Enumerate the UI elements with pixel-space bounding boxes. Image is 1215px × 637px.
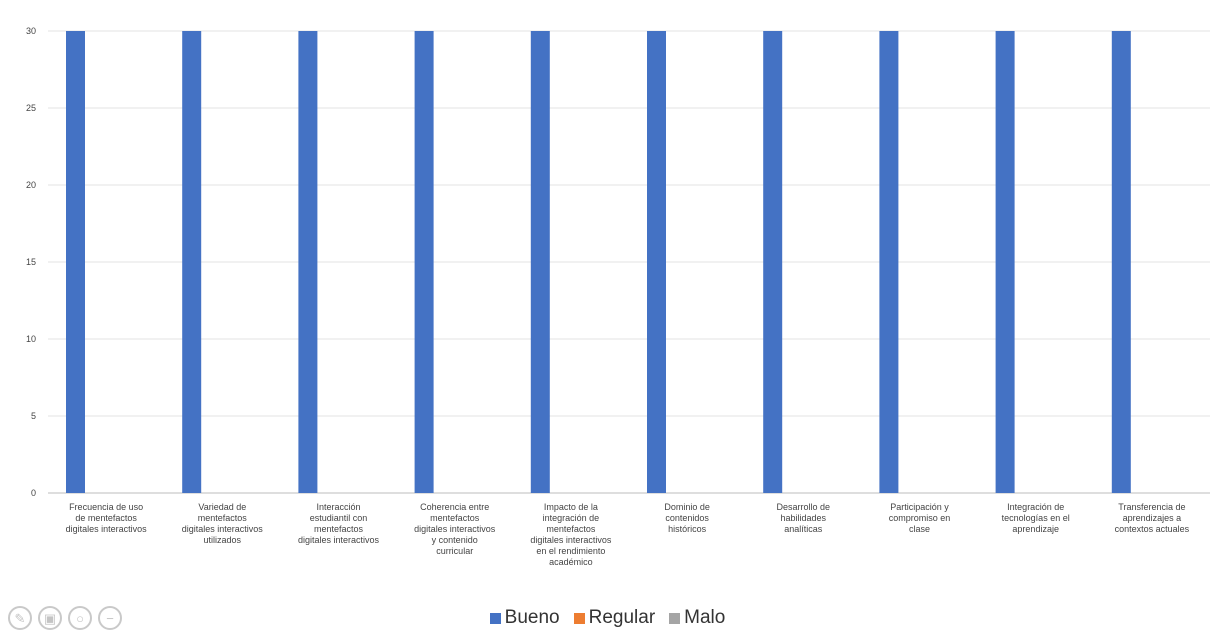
x-category-label: Transferencia de [1118, 502, 1185, 512]
chart-toolbar: ✎ ▣ ○ − [8, 606, 122, 630]
x-category-label: en el rendimiento [536, 546, 605, 556]
x-category-label: digitales interactivos [182, 524, 264, 534]
x-category-label: mentefactos [546, 524, 596, 534]
x-category-label: Dominio de [664, 502, 710, 512]
x-category-label: contenidos [665, 513, 709, 523]
bar-bueno [414, 31, 434, 493]
x-category-label: Interacción [316, 502, 360, 512]
x-category-label: digitales interactivos [66, 524, 148, 534]
legend-swatch-malo [669, 612, 681, 624]
x-category-label: tecnologías en el [1002, 513, 1070, 523]
legend-item-bueno[interactable]: Bueno [489, 607, 560, 629]
bar-bueno [995, 31, 1015, 493]
bar-bueno [763, 31, 783, 493]
legend-swatch-bueno [489, 612, 501, 624]
x-category-label: utilizados [204, 535, 242, 545]
legend-label-malo: Malo [684, 607, 726, 628]
x-category-label: digitales interactivos [298, 535, 380, 545]
x-category-label: contextos actuales [1115, 524, 1190, 534]
y-tick-label: 5 [31, 411, 36, 421]
legend-label-bueno: Bueno [504, 607, 560, 628]
x-category-label: aprendizaje [1012, 524, 1059, 534]
bar-bueno [1111, 31, 1131, 493]
x-category-label: mentefactos [314, 524, 364, 534]
y-tick-label: 15 [26, 257, 36, 267]
bar-bueno [879, 31, 899, 493]
x-category-label: clase [909, 524, 930, 534]
x-category-label: de mentefactos [75, 513, 137, 523]
legend-label-regular: Regular [588, 607, 656, 628]
x-category-label: curricular [436, 546, 473, 556]
x-category-label: Participación y [890, 502, 949, 512]
bar-bueno [66, 31, 85, 493]
legend-swatch-regular [573, 612, 585, 624]
save-icon[interactable]: ▣ [38, 606, 62, 630]
zoom-icon[interactable]: ○ [68, 606, 92, 630]
x-category-label: habilidades [781, 513, 827, 523]
x-category-label: mentefactos [430, 513, 480, 523]
x-category-label: mentefactos [198, 513, 248, 523]
x-category-label: Variedad de [198, 502, 246, 512]
bar-bueno [647, 31, 666, 493]
x-category-label: Integración de [1007, 502, 1064, 512]
x-category-label: Impacto de la [544, 502, 598, 512]
x-category-label: aprendizajes a [1123, 513, 1182, 523]
x-category-label: digitales interactivos [530, 535, 612, 545]
x-category-label: históricos [668, 524, 707, 534]
x-category-label: estudiantil con [310, 513, 368, 523]
y-tick-label: 25 [26, 103, 36, 113]
x-category-label: analíticas [784, 524, 823, 534]
bar-bueno [530, 31, 550, 493]
y-tick-label: 20 [26, 180, 36, 190]
x-category-label: compromiso en [889, 513, 951, 523]
x-category-label: digitales interactivos [414, 524, 496, 534]
x-category-label: Coherencia entre [420, 502, 489, 512]
legend-item-regular[interactable]: Regular [573, 607, 656, 629]
chart-legend: Bueno Regular Malo [0, 604, 1215, 632]
x-category-label: Frecuencia de uso [69, 502, 143, 512]
x-category-label: integración de [543, 513, 600, 523]
pencil-icon[interactable]: ✎ [8, 606, 32, 630]
x-category-label: y contenido [432, 535, 478, 545]
minus-icon[interactable]: − [98, 606, 122, 630]
x-category-label: académico [549, 557, 593, 567]
y-tick-label: 0 [31, 488, 36, 498]
y-tick-label: 10 [26, 334, 36, 344]
legend-item-malo[interactable]: Malo [669, 607, 725, 629]
y-tick-label: 30 [26, 26, 36, 36]
x-category-label: Desarrollo de [777, 502, 831, 512]
bar-bueno [298, 31, 318, 493]
bar-bueno [182, 31, 202, 493]
